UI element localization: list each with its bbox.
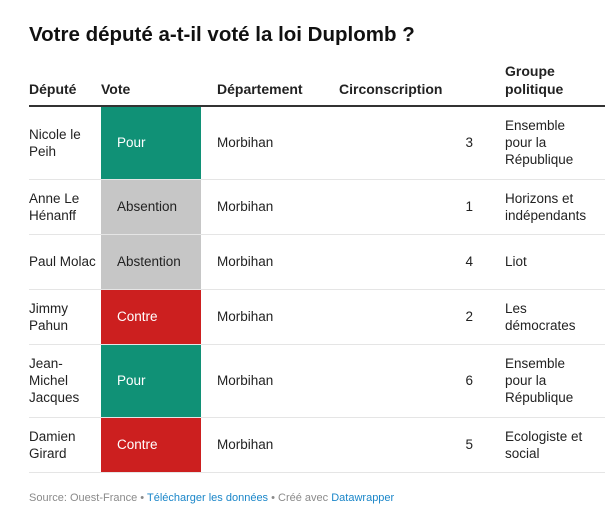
group-cell: Horizons et indépendants [483,179,605,235]
circonscription-cell: 3 [323,106,483,180]
circonscription-cell: 5 [323,417,483,473]
separator: • [268,492,279,504]
vote-cell: Contre [101,417,201,473]
group-cell: Ensemble pour la République [483,106,605,180]
group-cell: Ecologiste et social [483,417,605,473]
download-data-link[interactable]: Télécharger les données [146,492,269,504]
column-header-groupe-politique[interactable]: Groupe politique [483,62,605,107]
vote-cell: Pour [101,344,201,418]
created-with-text: Créé avec [278,492,332,504]
deputy-cell: Damien Girard [29,417,101,473]
department-cell: Morbihan [201,417,323,473]
table-row: Paul Molac Abstention Morbihan 4 Liot [29,234,605,290]
circonscription-cell: 6 [323,344,483,418]
table-row: Damien Girard Contre Morbihan 5 Ecologiste e… [29,417,605,473]
vote-cell: Pour [101,106,201,180]
deputy-cell: Anne Le Hénanff [29,179,101,235]
vote-cell: Contre [101,289,201,345]
votes-table: Député Vote Département Circonscription … [29,62,605,473]
circonscription-cell: 4 [323,234,483,290]
column-header-circonscription[interactable]: Circonscription [323,62,483,107]
footer: Source: Ouest-France • Télécharger les d… [29,492,394,504]
department-cell: Morbihan [201,289,323,345]
group-cell: Ensemble pour la République [483,344,605,418]
column-header-departement[interactable]: Département [201,62,323,107]
department-cell: Morbihan [201,234,323,290]
deputy-cell: Jimmy Pahun [29,289,101,345]
column-header-vote[interactable]: Vote [101,62,201,107]
deputy-cell: Paul Molac [29,234,101,290]
department-cell: Morbihan [201,106,323,180]
table-row: Nicole le Peih Pour Morbihan 3 Ensemble pour… [29,106,605,180]
vote-cell: Absention [101,179,201,235]
group-cell: Les démocrates [483,289,605,345]
table-row: Anne Le Hénanff Absention Morbihan 1 Horizon… [29,179,605,235]
circonscription-cell: 1 [323,179,483,235]
group-cell: Liot [483,234,605,290]
separator: • [137,492,147,504]
deputy-cell: Nicole le Peih [29,106,101,180]
vote-cell: Abstention [101,234,201,290]
datawrapper-link[interactable]: Datawrapper [331,492,395,504]
deputy-cell: Jean-Michel Jacques [29,344,101,418]
table-header-row: Député Vote Département Circonscription … [29,62,605,107]
circonscription-cell: 2 [323,289,483,345]
department-cell: Morbihan [201,179,323,235]
page-title: Votre député a-t-il voté la loi Duplomb … [29,22,415,46]
source-text: Source: Ouest-France [29,492,138,504]
table-row: Jean-Michel Jacques Pour Morbihan 6 Ensemble… [29,344,605,418]
department-cell: Morbihan [201,344,323,418]
table-row: Jimmy Pahun Contre Morbihan 2 Les démocrates [29,289,605,345]
column-header-depute[interactable]: Député [29,62,101,107]
